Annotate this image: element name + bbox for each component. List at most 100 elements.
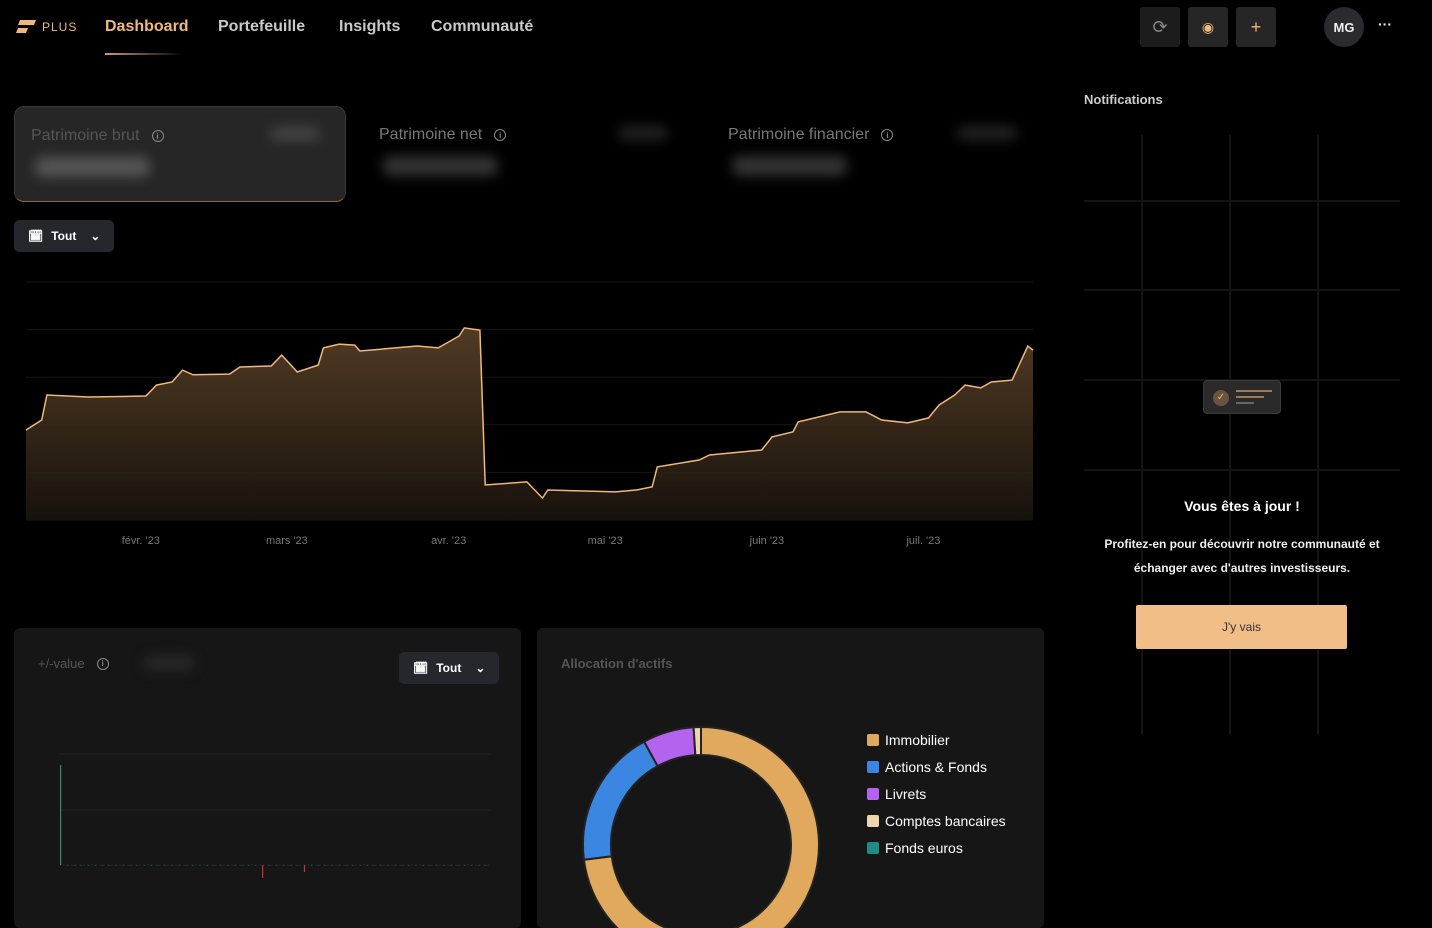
plusvalue-panel: +/-value i 🗓 Tout ⌄ — [14, 628, 521, 928]
nav-insights[interactable]: Insights — [339, 18, 401, 35]
legend-item[interactable]: Livrets — [867, 780, 1006, 807]
avatar[interactable]: MG — [1324, 7, 1364, 47]
legend-label: Fonds euros — [885, 839, 963, 856]
info-icon[interactable]: i — [151, 130, 164, 142]
legend-item[interactable]: Fonds euros — [867, 834, 1006, 861]
nav-communaute[interactable]: Communauté — [431, 18, 534, 35]
bar — [401, 865, 403, 866]
net-worth-chart: févr. '23 mars '23 avr. '23 mai '23 juin '23… — [25, 281, 1034, 547]
brand-label: PLUS — [42, 20, 78, 34]
bar — [394, 865, 396, 866]
bar — [352, 865, 354, 866]
x-tick-label: avr. '23 — [431, 535, 466, 547]
bar — [457, 865, 459, 866]
legend-label: Livrets — [885, 785, 927, 802]
notification-illustration: ✓ — [1203, 380, 1281, 414]
bar — [282, 865, 285, 866]
bar — [199, 865, 201, 866]
bar — [310, 865, 313, 866]
allocation-donut — [582, 725, 820, 928]
info-icon[interactable]: i — [96, 657, 109, 670]
bar — [87, 865, 90, 866]
bar — [303, 865, 306, 872]
bar — [129, 865, 131, 866]
bar — [178, 865, 180, 866]
bar — [478, 865, 480, 866]
allocation-legend: Immobilier Actions & Fonds Livrets Comptes … — [867, 726, 1006, 861]
toggle-visibility-button[interactable]: ◉ — [1188, 7, 1228, 47]
bar — [136, 865, 138, 866]
bar — [227, 865, 229, 866]
bar — [248, 865, 250, 866]
jy-vais-button[interactable]: J'y vais — [1136, 605, 1347, 649]
notifications-text: échanger avec d'autres investisseurs. — [1133, 561, 1351, 575]
legend-swatch — [867, 841, 879, 854]
legend-swatch — [867, 787, 879, 800]
legend-swatch — [867, 814, 879, 827]
bar — [338, 865, 340, 866]
card-label: Patrimoine brut — [31, 127, 140, 144]
bar — [234, 865, 236, 866]
add-button[interactable]: + — [1236, 7, 1276, 47]
bar — [408, 865, 410, 866]
bar — [289, 865, 292, 866]
period-dropdown[interactable]: 🗓 Tout ⌄ — [14, 220, 115, 252]
notifications-title: Notifications — [1084, 92, 1163, 107]
legend-label: Actions & Fonds — [885, 758, 987, 775]
check-icon: ✓ — [1213, 390, 1229, 406]
card-patrimoine-brut[interactable]: Patrimoine brut i — [14, 106, 346, 202]
active-tab-indicator — [105, 53, 183, 55]
bar — [429, 865, 431, 866]
donut-slice[interactable] — [692, 725, 702, 757]
bar — [255, 865, 257, 866]
more-icon[interactable]: ··· — [1378, 16, 1392, 32]
nav-dashboard[interactable]: Dashboard — [105, 18, 189, 35]
bar — [80, 865, 83, 866]
plusvalue-chart — [59, 753, 491, 878]
bar — [296, 865, 299, 866]
legend-label: Comptes bancaires — [885, 812, 1006, 829]
bar — [171, 865, 173, 866]
x-tick-label: mars '23 — [266, 535, 308, 547]
bar — [164, 865, 166, 866]
legend-item[interactable]: Actions & Fonds — [867, 753, 1006, 780]
period-label: Tout — [51, 229, 77, 243]
refresh-button[interactable]: ⟳ — [1140, 7, 1180, 47]
panel-title: Allocation d'actifs — [561, 656, 673, 671]
info-icon[interactable]: i — [494, 129, 507, 141]
bar — [94, 865, 97, 866]
legend-item[interactable]: Comptes bancaires — [867, 807, 1006, 834]
bar — [324, 865, 326, 866]
calendar-icon: 🗓 — [413, 661, 429, 675]
chevron-down-icon: ⌄ — [90, 229, 101, 243]
card-label: Patrimoine financier — [728, 126, 870, 143]
x-tick-label: mai '23 — [588, 535, 623, 547]
plus-icon: + — [1250, 16, 1262, 37]
period-label: Tout — [436, 661, 462, 675]
bar — [436, 865, 438, 866]
legend-item[interactable]: Immobilier — [867, 726, 1006, 753]
donut-slice[interactable] — [582, 725, 820, 928]
card-label: Patrimoine net — [379, 126, 483, 143]
card-patrimoine-financier[interactable]: Patrimoine financier i — [712, 106, 1044, 202]
bar — [359, 865, 361, 866]
legend-label: Immobilier — [885, 731, 950, 748]
bar — [380, 865, 382, 866]
plusvalue-period-dropdown[interactable]: 🗓 Tout ⌄ — [399, 652, 500, 684]
logo[interactable]: PLUS — [16, 20, 77, 34]
card-patrimoine-net[interactable]: Patrimoine net i — [363, 106, 695, 202]
donut-slice[interactable] — [582, 740, 659, 861]
bar — [331, 865, 333, 866]
bar — [73, 865, 76, 866]
notifications-panel: Notifications ✓ Vous êtes à jour ! Profi… — [1064, 60, 1432, 915]
info-icon[interactable]: i — [881, 129, 894, 141]
notifications-text: Profitez-en pour découvrir notre communa… — [1104, 537, 1380, 551]
x-tick-label: juin '23 — [749, 535, 785, 547]
bar — [317, 865, 320, 866]
nav-portefeuille[interactable]: Portefeuille — [218, 18, 306, 35]
bar — [108, 865, 110, 866]
bar — [192, 865, 194, 866]
x-tick-label: févr. '23 — [122, 535, 160, 547]
bar — [185, 865, 187, 866]
bar — [66, 865, 69, 866]
